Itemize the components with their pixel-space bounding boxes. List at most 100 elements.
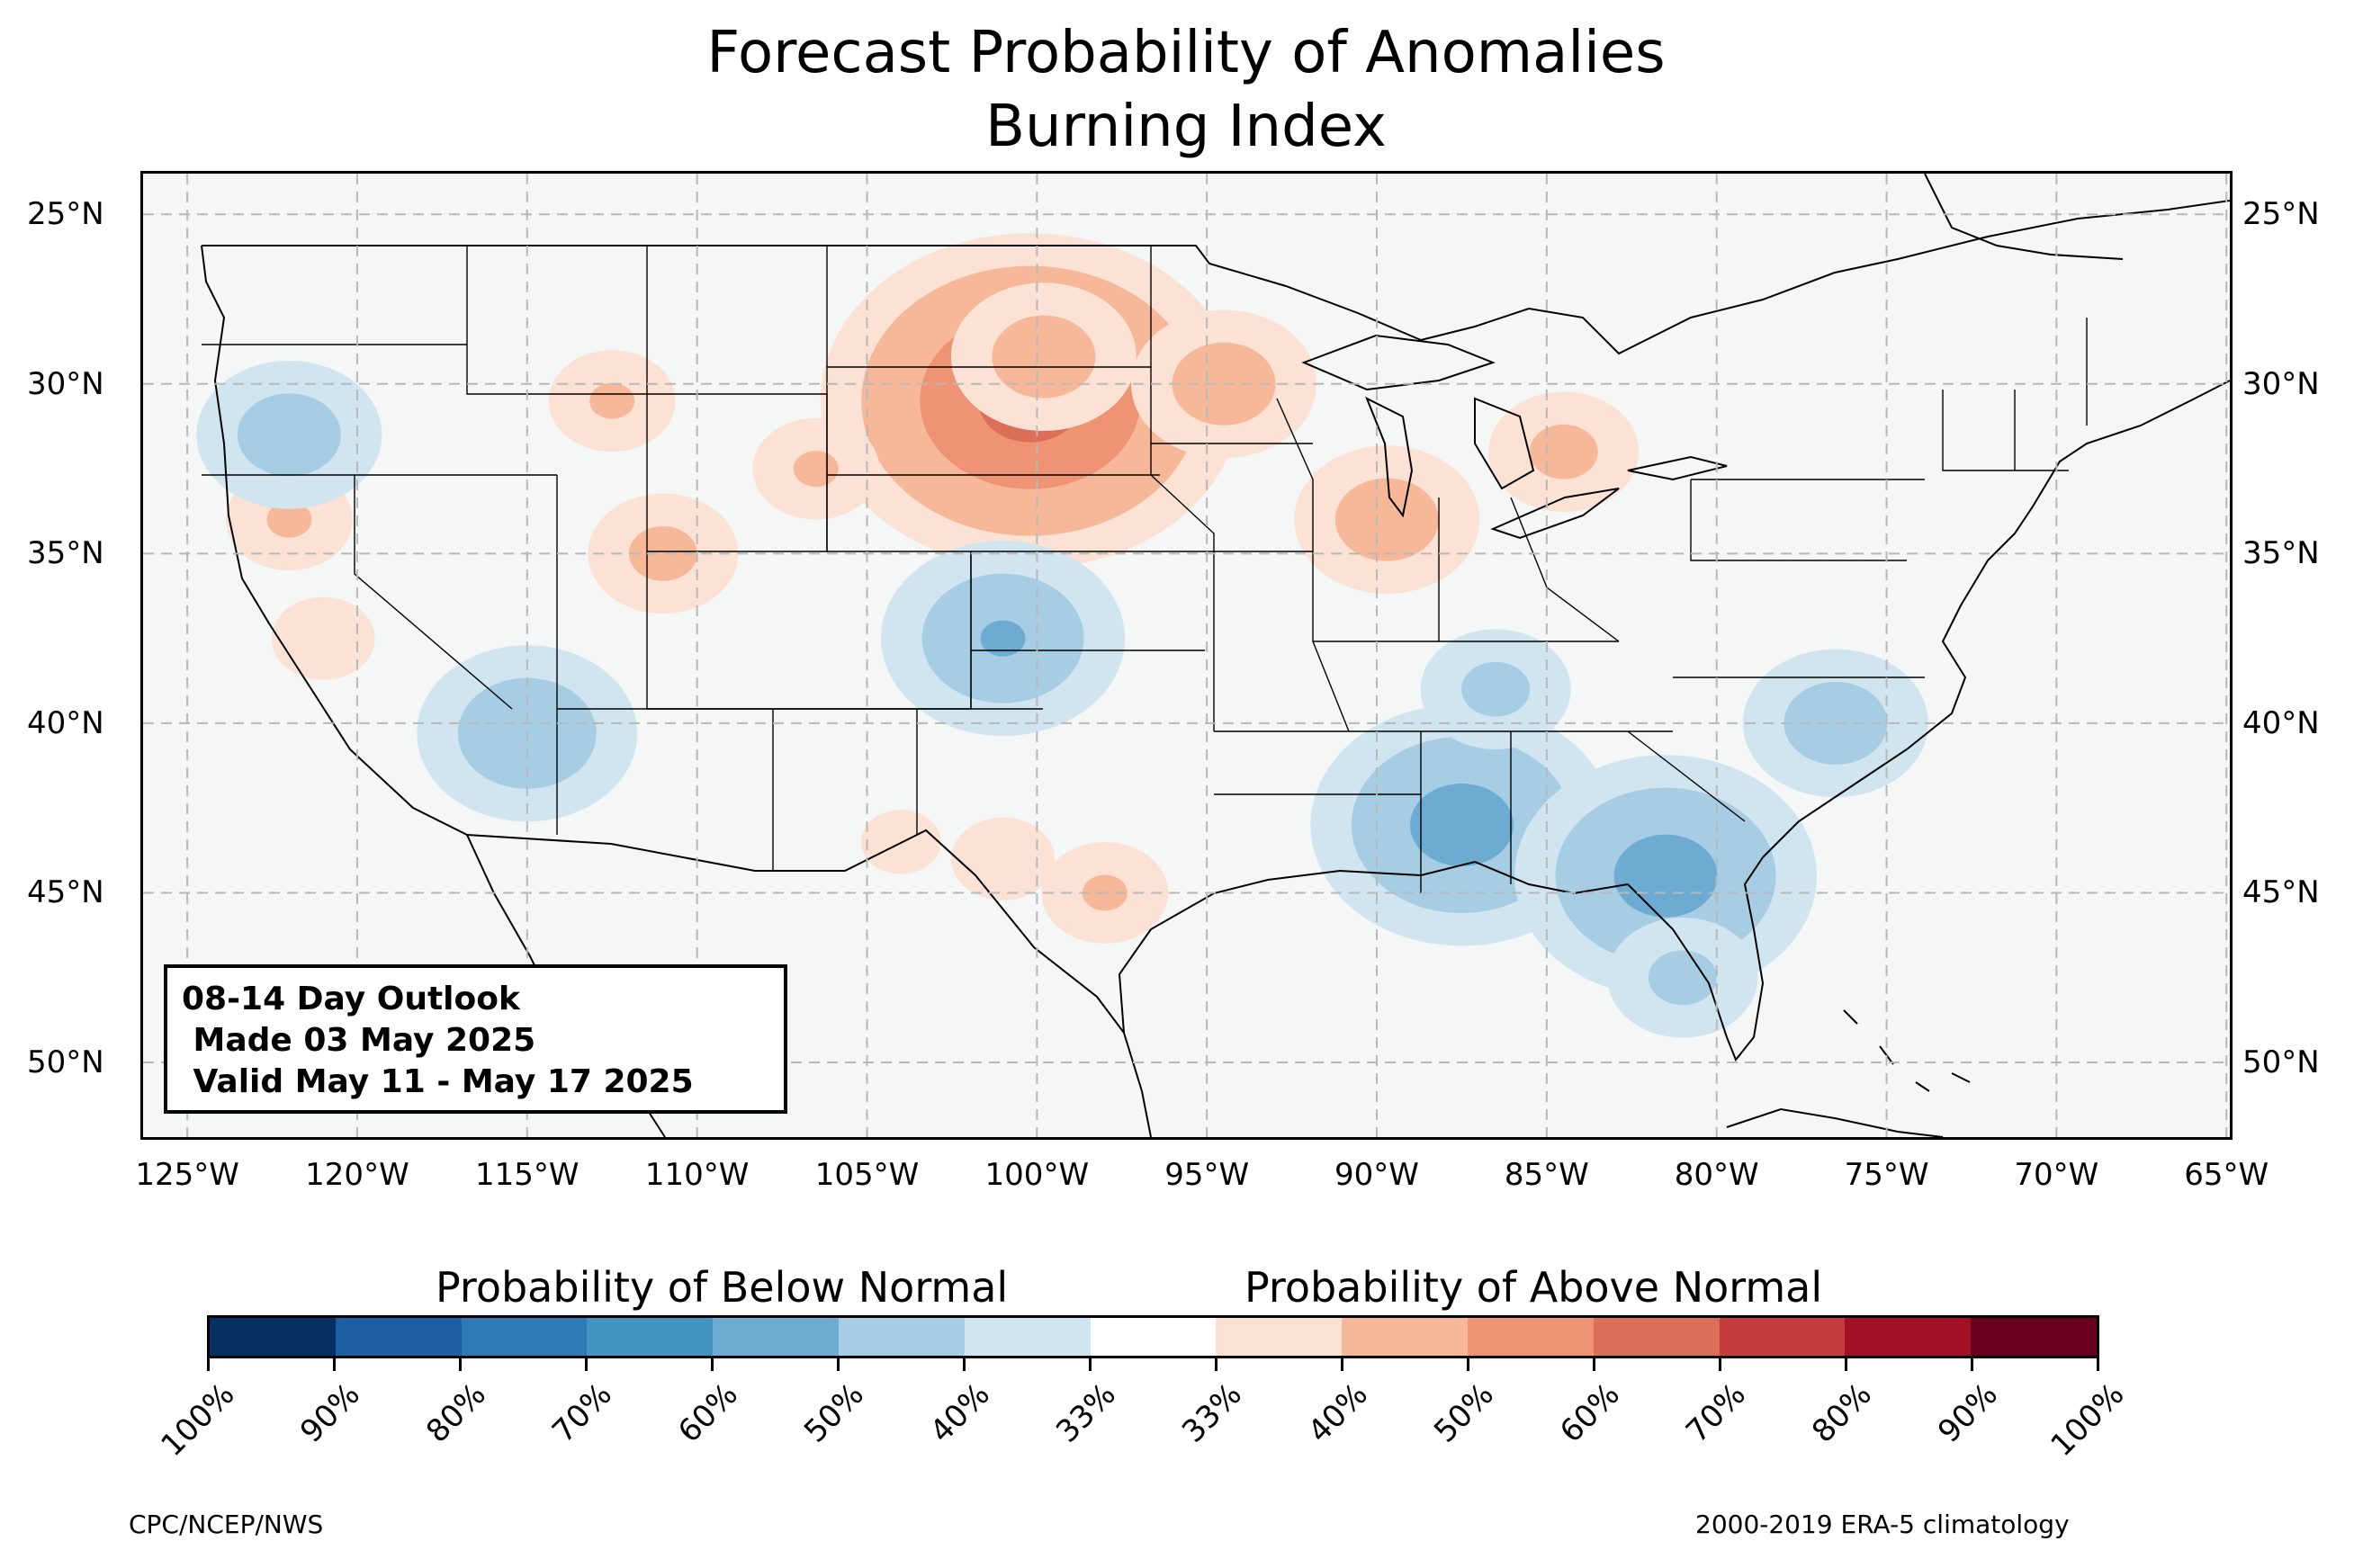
colorbar-tick [711, 1358, 714, 1371]
above-normal-anomaly-8-level-33 [271, 596, 375, 680]
outlook-valid-range: Valid May 11 - May 17 2025 [182, 1063, 694, 1100]
probability-colorbar [207, 1315, 2099, 1358]
colorbar-bin-7 [1090, 1318, 1217, 1356]
colorbar-tick-label: 80% [419, 1376, 494, 1450]
chart-title-line1: Forecast Probability of Anomalies [706, 20, 1666, 86]
above-normal-anomaly-4-level-40 [1529, 424, 1598, 479]
below-normal-anomaly-2-level-50 [980, 620, 1026, 657]
pacific-coastline [201, 245, 468, 836]
idaho-montana-borders [466, 246, 648, 395]
above-normal-anomaly-1-level-40 [992, 315, 1096, 399]
colorbar-bin-8 [1216, 1318, 1343, 1356]
latitude-label-left: 50°N [27, 1044, 104, 1081]
latitude-label-right: 40°N [2242, 704, 2320, 741]
above-normal-anomaly-9-level-40 [589, 382, 635, 419]
gulf-coastline [1118, 860, 1629, 1034]
longitude-label: 85°W [1504, 1157, 1589, 1193]
colorbar-tick [1215, 1358, 1217, 1371]
mn-ia-mo-west-border [1150, 246, 1215, 731]
latitude-label-right: 25°N [2242, 196, 2320, 233]
colorbar-tick [1719, 1358, 1721, 1371]
longitude-label: 80°W [1674, 1157, 1759, 1193]
colorbar-tick-label: 70% [1679, 1376, 1754, 1450]
above-normal-anomaly-11-level-33 [951, 817, 1056, 900]
latitude-label-left: 25°N [27, 196, 104, 233]
cuba-coastline [1726, 1107, 1944, 1137]
latitude-label-left: 45°N [27, 874, 104, 911]
longitude-label: 70°W [2014, 1157, 2099, 1193]
colorbar-bin-6 [964, 1318, 1091, 1356]
longitude-label: 100°W [984, 1157, 1090, 1193]
colorbar-below-title: Probability of Below Normal [436, 1263, 1009, 1312]
colorbar-tick-label: 40% [923, 1376, 998, 1450]
colorbar-tick [1971, 1358, 1973, 1371]
colorbar-tick-label: 80% [1805, 1376, 1880, 1450]
colorbar-bin-4 [713, 1318, 839, 1356]
pennsylvania-outline [1690, 479, 1907, 561]
latitude-label-left: 35°N [27, 535, 104, 572]
colorbar-tick-label: 33% [1175, 1376, 1250, 1450]
atlantic-coastline [1762, 380, 2230, 858]
us-mexico-border [466, 829, 1125, 1034]
colorbar-tick-label: 50% [797, 1376, 872, 1450]
colorbar-tick-label: 50% [1427, 1376, 1502, 1450]
colorbar-tick [585, 1358, 588, 1371]
colorbar-tick-label: 70% [545, 1376, 620, 1450]
longitude-label: 125°W [135, 1157, 239, 1193]
lake-erie [1490, 488, 1620, 540]
florida-coastline [1627, 856, 1765, 1062]
colorbar-bin-5 [838, 1318, 965, 1356]
colorbar-tick [1089, 1358, 1092, 1371]
longitude-label: 95°W [1164, 1157, 1250, 1193]
colorbar-bin-12 [1719, 1318, 1846, 1356]
colorbar-tick-label: 33% [1049, 1376, 1124, 1450]
colorbar-bin-14 [1971, 1318, 2097, 1356]
colorbar-tick-label: 60% [671, 1376, 746, 1450]
latitude-label-left: 40°N [27, 704, 104, 741]
lake-huron [1474, 397, 1535, 490]
longitude-label: 120°W [305, 1157, 409, 1193]
colorbar-bin-13 [1845, 1318, 1972, 1356]
mexico-gulf-coast [1123, 1032, 1152, 1137]
colorbar-tick-label: 100% [154, 1376, 242, 1465]
colorbar-tick [2097, 1358, 2099, 1371]
below-normal-anomaly-1-level-50 [1613, 834, 1718, 918]
canada-outline [1420, 200, 2230, 355]
below-normal-anomaly-0-level-50 [1409, 784, 1514, 867]
colorbar-tick [1467, 1358, 1469, 1371]
below-normal-anomaly-4-level-40 [1461, 661, 1531, 717]
latitude-label-right: 45°N [2242, 874, 2320, 911]
colorbar-tick-label: 100% [2044, 1376, 2132, 1465]
latitude-label-right: 50°N [2242, 1044, 2320, 1081]
colorbar-tick [1341, 1358, 1343, 1371]
hudson-outline [1924, 174, 2124, 260]
colorbar-tick-label: 40% [1301, 1376, 1376, 1450]
us-canada-border [202, 245, 1422, 341]
latitude-label-right: 35°N [2242, 535, 2320, 572]
longitude-label: 115°W [475, 1157, 580, 1193]
chart-title-line2: Burning Index [985, 94, 1387, 160]
lake-michigan [1365, 396, 1414, 518]
below-normal-anomaly-6-level-40 [237, 393, 341, 477]
colorbar-tick [1593, 1358, 1595, 1371]
credit-right: 2000-2019 ERA-5 climatology [1695, 1510, 2070, 1539]
wi-il-border [1276, 398, 1350, 732]
colorbar-bin-11 [1593, 1318, 1720, 1356]
colorbar-bin-3 [587, 1318, 714, 1356]
latitude-label-right: 30°N [2242, 365, 2320, 402]
colorbar-tick-label: 60% [1553, 1376, 1628, 1450]
colorbar-bin-0 [210, 1318, 336, 1356]
colorbar-bin-10 [1467, 1318, 1594, 1356]
longitude-label: 110°W [644, 1157, 750, 1193]
longitude-label: 105°W [814, 1157, 920, 1193]
colorbar-tick [963, 1358, 966, 1371]
colorbar-tick-label: 90% [293, 1376, 368, 1450]
colorbar-tick [837, 1358, 840, 1371]
above-normal-anomaly-5-level-40 [628, 525, 697, 581]
below-normal-anomaly-7-level-40 [1648, 950, 1717, 1006]
outlook-info-box: 08-14 Day Outlook Made 03 May 2025 Valid… [164, 964, 787, 1114]
above-normal-anomaly-6-level-40 [793, 451, 839, 488]
colorbar-tick [207, 1358, 210, 1371]
outlook-made-date: Made 03 May 2025 [182, 1022, 536, 1059]
above-normal-anomaly-7-level-40 [266, 501, 312, 538]
